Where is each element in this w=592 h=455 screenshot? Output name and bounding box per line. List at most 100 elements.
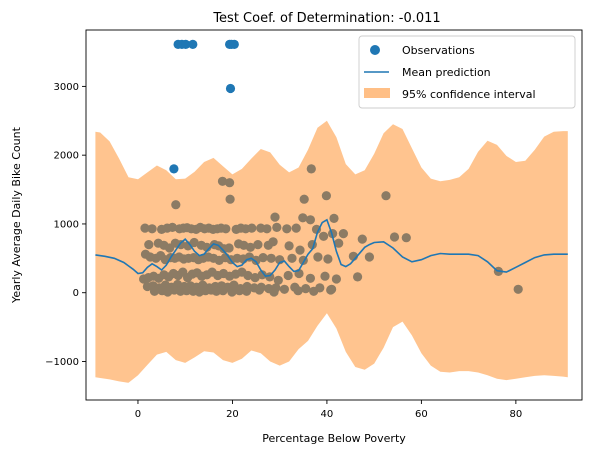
plot-frame: [85, 29, 583, 401]
observation-point-in-band: [513, 284, 523, 294]
observation-point-in-band: [218, 286, 228, 296]
observation-point-in-band: [167, 222, 177, 232]
observation-point-in-band: [250, 273, 260, 283]
y-tick-label: 0: [73, 288, 79, 299]
observation-point-in-band: [224, 243, 234, 253]
mean-prediction-line: [95, 218, 568, 278]
x-tick-label: 0: [135, 409, 141, 420]
observation-point-in-band: [334, 238, 344, 248]
x-tick-label: 80: [509, 409, 522, 420]
observation-point-in-band: [389, 232, 400, 242]
observation-point-in-band: [243, 270, 253, 281]
y-tick-label: 1000: [54, 219, 79, 230]
observation-point-in-band: [326, 285, 336, 295]
observation-point: [169, 164, 179, 174]
y-axis: −1000 0 1000 2000 3000: [45, 82, 86, 368]
observation-point-in-band: [301, 284, 311, 294]
observation-point-in-band: [331, 274, 341, 284]
y-tick-label: 3000: [54, 82, 79, 93]
observation-point-in-band: [189, 237, 199, 248]
x-axis-title: Percentage Below Poverty: [262, 432, 406, 445]
observation-point-in-band: [269, 287, 279, 297]
observation-point-in-band: [221, 224, 231, 234]
y-axis-title: Yearly Average Daily Bike Count: [10, 126, 23, 304]
observation-point-in-band: [287, 253, 297, 263]
observation-point-in-band: [295, 245, 305, 255]
observation-point-in-band: [251, 255, 261, 265]
observation-point-in-band: [253, 240, 263, 250]
observation-point-in-band: [149, 286, 160, 296]
observation-point-in-band: [144, 240, 154, 250]
legend-box: [358, 35, 576, 109]
observation-point-in-band: [265, 272, 275, 282]
observation-point-in-band: [293, 286, 303, 296]
observation-point-in-band: [262, 224, 272, 234]
legend-observations-label: Observations: [402, 44, 475, 57]
observation-point-in-band: [217, 176, 228, 186]
y-tick-label: −1000: [45, 357, 79, 368]
observation-point: [229, 39, 239, 50]
observation-point-in-band: [364, 252, 374, 262]
observation-point-in-band: [272, 222, 282, 232]
observation-point-in-band: [313, 252, 323, 262]
observation-point-in-band: [284, 241, 294, 251]
observation-point-in-band: [211, 286, 221, 296]
observation-point-in-band: [202, 242, 212, 252]
chart-title: Test Coef. of Determination: -0.011: [212, 11, 440, 26]
x-tick-label: 40: [321, 409, 334, 420]
observation-point-in-band: [305, 273, 315, 283]
observation-point: [181, 39, 191, 50]
observation-point-in-band: [306, 164, 316, 174]
observation-point-in-band: [279, 284, 289, 294]
observation-point-in-band: [401, 233, 411, 243]
observation-point-in-band: [338, 229, 348, 239]
observation-point-in-band: [291, 223, 301, 233]
observation-point-in-band: [320, 271, 330, 281]
observation-point-in-band: [234, 286, 245, 296]
legend-interval-swatch: [364, 88, 390, 98]
legend: Observations Mean prediction 95% confide…: [358, 35, 576, 109]
observation-point-in-band: [357, 234, 367, 244]
observation-point-in-band: [311, 224, 322, 234]
observation-point-in-band: [298, 213, 308, 223]
observation-point-in-band: [171, 200, 181, 210]
observation-point-in-band: [257, 270, 267, 280]
x-axis: 0 20 40 60 80: [135, 400, 522, 420]
observation-point-in-band: [225, 178, 235, 188]
observation-point-in-band: [321, 191, 331, 201]
y-tick-label: 2000: [54, 151, 79, 162]
confidence-band: [95, 120, 568, 383]
observation-point-in-band: [381, 191, 391, 201]
observation-point-in-band: [268, 237, 278, 247]
x-tick-label: 20: [226, 409, 239, 420]
observation-point-in-band: [225, 194, 235, 204]
observation-point-in-band: [182, 286, 192, 296]
observation-point-in-band: [323, 254, 333, 264]
observation-point-in-band: [247, 223, 257, 233]
observation-point-in-band: [305, 215, 315, 225]
observation-point: [188, 39, 198, 50]
legend-mean-label: Mean prediction: [402, 66, 491, 79]
x-tick-label: 60: [415, 409, 428, 420]
observation-point-in-band: [258, 253, 268, 263]
observation-point-in-band: [254, 285, 264, 295]
observation-point-in-band: [273, 275, 283, 285]
legend-interval-label: 95% confidence interval: [402, 88, 536, 101]
observation-point-in-band: [242, 286, 252, 296]
legend-observations-marker: [370, 45, 380, 55]
observation-point-in-band: [309, 286, 319, 296]
observation-point-in-band: [329, 213, 339, 223]
observation-point-in-band: [353, 272, 363, 282]
observation-point-in-band: [266, 253, 276, 263]
observation-point-in-band: [282, 224, 292, 234]
observation-point-in-band: [270, 212, 280, 222]
observation-point-in-band: [283, 270, 293, 281]
observation-point-in-band: [319, 231, 329, 241]
observation-point-in-band: [227, 287, 237, 297]
observation-point-in-band: [140, 223, 150, 233]
observation-point-in-band: [245, 242, 255, 252]
observation-point-in-band: [147, 224, 157, 234]
plot-area: [95, 39, 568, 383]
observation-point: [225, 83, 236, 94]
